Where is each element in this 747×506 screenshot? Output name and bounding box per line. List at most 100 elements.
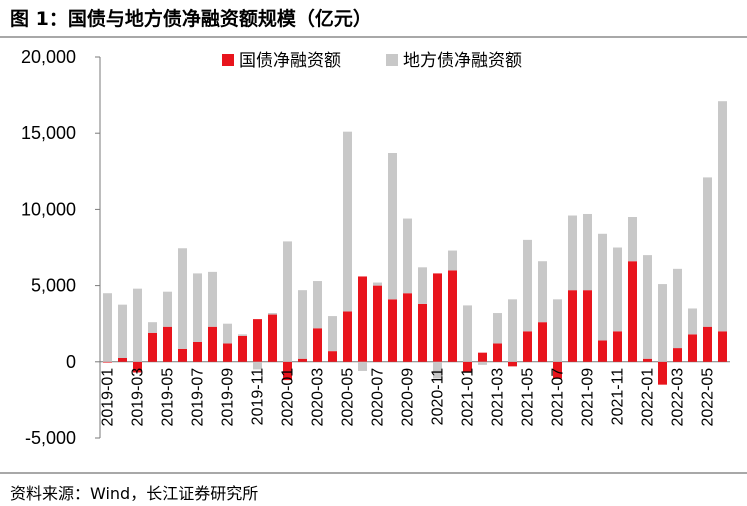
local-debt-bar bbox=[343, 131, 352, 312]
axes bbox=[95, 56, 730, 439]
local-debt-bar bbox=[463, 305, 472, 362]
local-debt-bar bbox=[613, 247, 622, 332]
legend-local-label: 地方债净融资额 bbox=[403, 51, 522, 71]
y-tick-label: 15,000 bbox=[21, 123, 76, 143]
local-debt-bar bbox=[448, 250, 457, 271]
local-debt-bar bbox=[358, 361, 367, 371]
x-tick-label: 2020-05 bbox=[340, 368, 357, 427]
x-tick-label: 2019-03 bbox=[130, 368, 147, 427]
y-tick-label: 0 bbox=[66, 352, 76, 372]
local-debt-bar bbox=[433, 361, 442, 379]
national-debt-bar bbox=[313, 328, 322, 362]
local-debt-bar bbox=[658, 284, 667, 362]
local-debt-bar bbox=[598, 233, 607, 341]
source-divider bbox=[0, 472, 747, 474]
tick-labels: -5,000 0 5,000 10,000 15,000 20,000 2019-01 201… bbox=[21, 47, 717, 448]
local-debt-bar bbox=[283, 241, 292, 362]
national-debt-bar bbox=[538, 322, 547, 362]
x-tick-label: 2021-09 bbox=[580, 368, 597, 427]
local-debt-bar bbox=[238, 334, 247, 336]
national-debt-bar bbox=[403, 293, 412, 362]
national-debt-bar bbox=[613, 331, 622, 362]
legend: 国债净融资额 地方债净融资额 bbox=[222, 51, 522, 71]
national-debt-bar bbox=[148, 332, 157, 362]
national-debt-bar bbox=[103, 361, 112, 363]
local-debt-bar bbox=[538, 261, 547, 323]
local-debt-bar bbox=[223, 323, 232, 344]
local-debt-bar bbox=[673, 268, 682, 349]
local-debt-bar bbox=[373, 282, 382, 286]
national-debt-bar bbox=[283, 361, 292, 381]
x-tick-label: 2021-11 bbox=[610, 368, 627, 426]
national-debt-bar bbox=[208, 326, 217, 362]
local-debt-bar bbox=[688, 308, 697, 335]
national-debt-bar bbox=[643, 358, 652, 362]
y-tick-label: 10,000 bbox=[21, 199, 76, 219]
x-tick-label: 2021-07 bbox=[550, 368, 567, 427]
x-tick-label: 2021-01 bbox=[460, 368, 477, 427]
x-tick-label: 2019-01 bbox=[100, 368, 117, 427]
figure-title: 图 1：国债与地方债净融资额规模（亿元） bbox=[10, 8, 372, 30]
local-debt-bar bbox=[328, 316, 337, 352]
x-tick-label: 2019-09 bbox=[220, 368, 237, 427]
local-debt-bar bbox=[103, 293, 112, 362]
national-debt-bar bbox=[223, 343, 232, 362]
x-tick-label: 2019-11 bbox=[250, 368, 267, 426]
national-debt-bar bbox=[628, 261, 637, 362]
x-tick-label: 2021-03 bbox=[490, 368, 507, 427]
local-debt-bar bbox=[643, 255, 652, 359]
x-tick-label: 2021-05 bbox=[520, 368, 537, 427]
national-debt-bar bbox=[433, 273, 442, 362]
national-debt-bar bbox=[343, 311, 352, 362]
national-debt-bar bbox=[373, 285, 382, 362]
national-debt-bar bbox=[553, 361, 562, 379]
local-debt-bar bbox=[148, 322, 157, 333]
source-note: 资料来源：Wind，长江证券研究所 bbox=[10, 484, 259, 503]
local-debt-bar bbox=[388, 153, 397, 300]
national-debt-bar bbox=[583, 290, 592, 362]
x-tick-label: 2020-11 bbox=[430, 368, 447, 426]
legend-local-swatch bbox=[386, 54, 398, 66]
national-debt-bar bbox=[448, 270, 457, 362]
local-debt-bar bbox=[583, 213, 592, 291]
national-debt-bar bbox=[508, 361, 517, 367]
x-tick-label: 2022-05 bbox=[700, 368, 717, 427]
national-debt-bar bbox=[163, 326, 172, 362]
x-tick-label: 2020-07 bbox=[370, 368, 387, 427]
national-debt-bar bbox=[418, 303, 427, 362]
national-debt-bar bbox=[388, 299, 397, 362]
legend-national-swatch bbox=[222, 54, 234, 66]
x-tick-label: 2020-09 bbox=[400, 368, 417, 427]
national-debt-bar bbox=[178, 348, 187, 362]
local-debt-bar bbox=[298, 290, 307, 359]
local-debt-bar bbox=[313, 281, 322, 329]
local-debt-bar bbox=[523, 239, 532, 332]
national-debt-bar bbox=[568, 290, 577, 362]
national-debt-bar bbox=[133, 361, 142, 373]
local-debt-bar bbox=[268, 313, 277, 315]
national-debt-bar bbox=[253, 319, 262, 362]
local-debt-bar bbox=[493, 313, 502, 344]
national-debt-bar bbox=[703, 326, 712, 362]
national-debt-bar bbox=[463, 361, 472, 373]
local-debt-bar bbox=[178, 248, 187, 349]
national-debt-bar bbox=[193, 341, 202, 362]
national-debt-bar bbox=[673, 348, 682, 362]
bars bbox=[103, 101, 727, 385]
local-debt-bar bbox=[163, 291, 172, 327]
x-tick-label: 2019-05 bbox=[160, 368, 177, 427]
y-tick-label: -5,000 bbox=[25, 428, 76, 448]
local-debt-bar bbox=[208, 271, 217, 327]
local-debt-bar bbox=[418, 267, 427, 304]
title-divider bbox=[0, 36, 747, 38]
national-debt-bar bbox=[658, 361, 667, 385]
national-debt-bar bbox=[268, 314, 277, 362]
national-debt-bar bbox=[118, 357, 127, 362]
local-debt-bar bbox=[628, 217, 637, 262]
x-tick-label: 2020-01 bbox=[280, 368, 297, 427]
y-tick-label: 20,000 bbox=[21, 47, 76, 67]
local-debt-bar bbox=[568, 215, 577, 291]
x-tick-label: 2022-03 bbox=[670, 368, 687, 427]
legend-national-label: 国债净融资额 bbox=[239, 51, 341, 71]
